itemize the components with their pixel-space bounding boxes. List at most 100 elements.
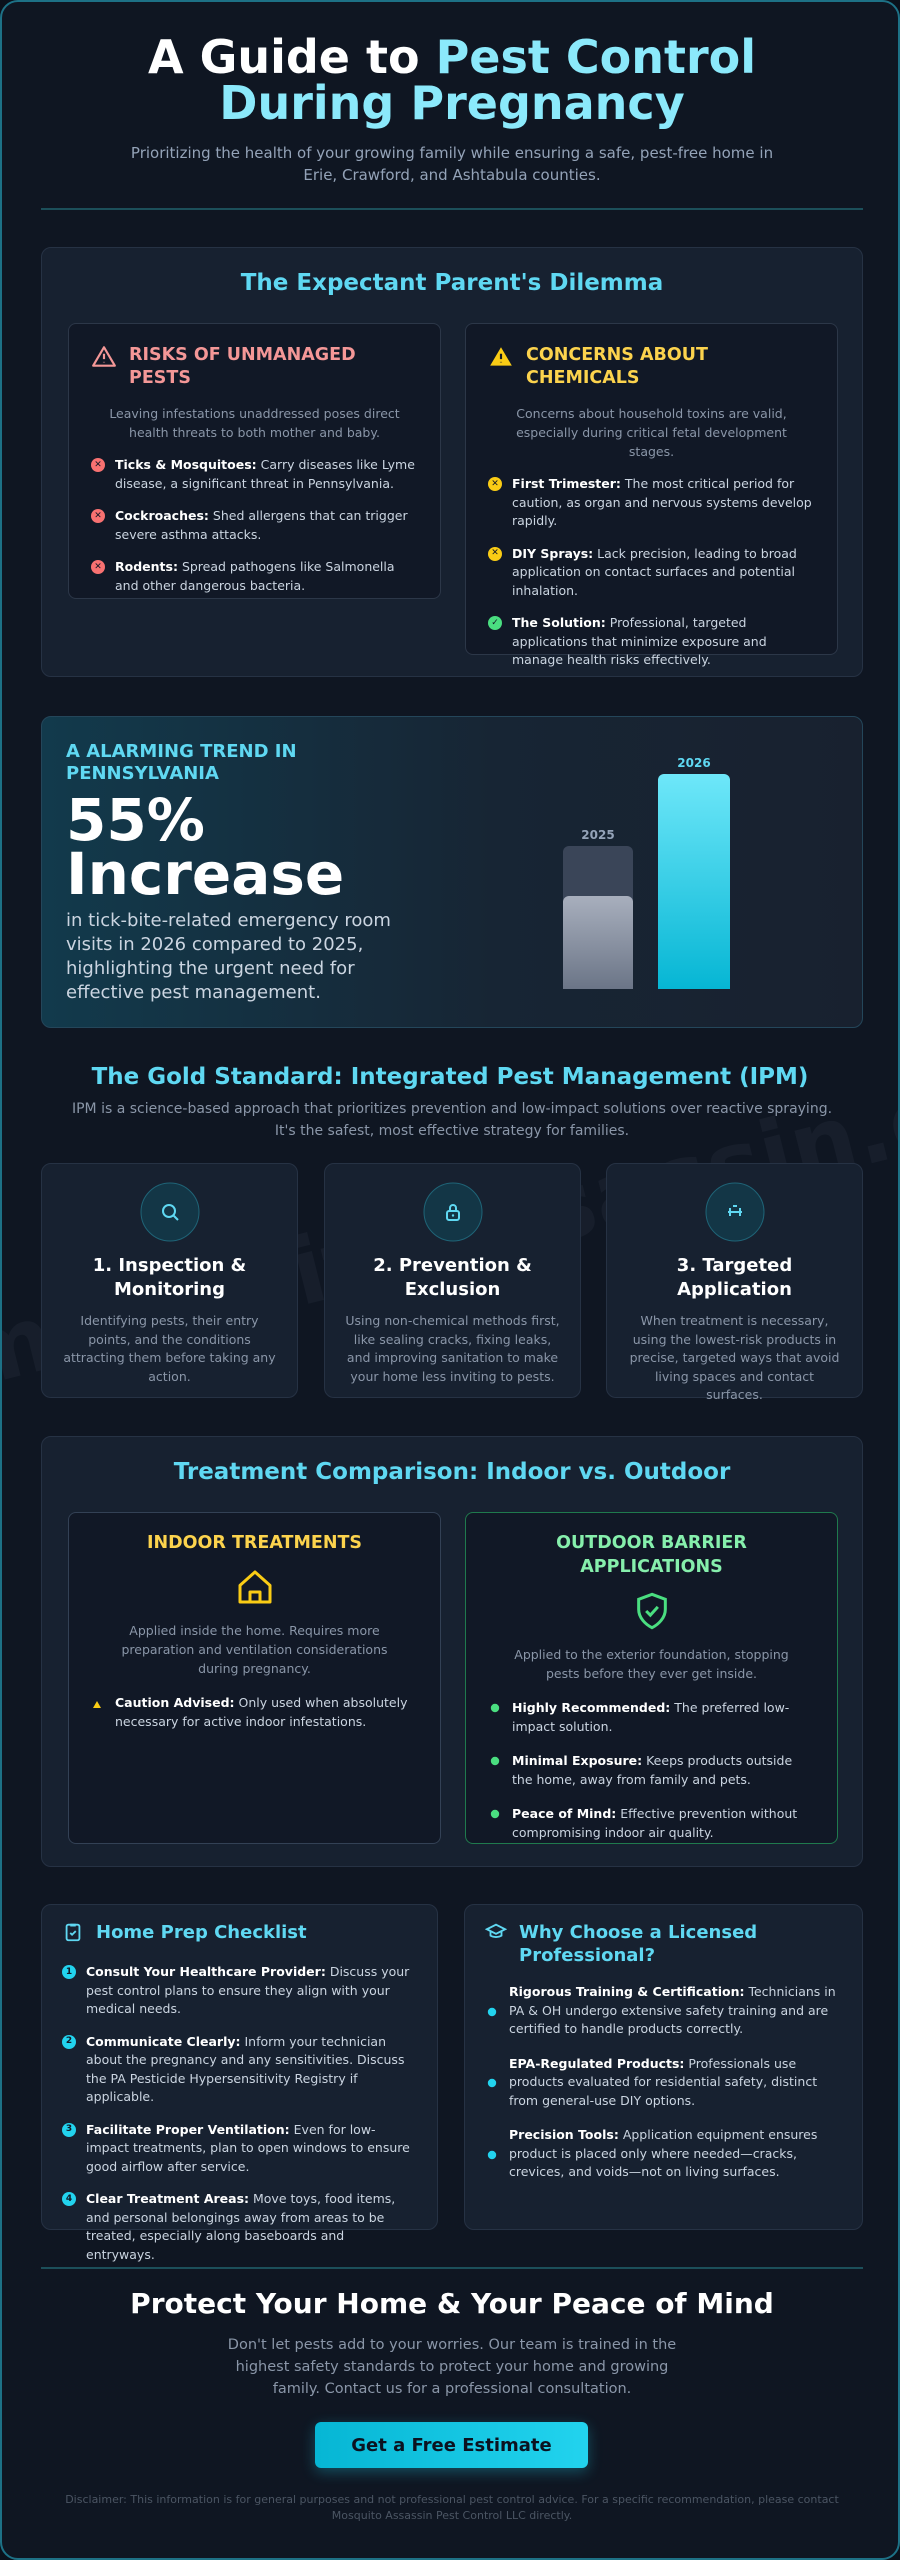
list-item: Caution Advised: Only used when absolute…: [91, 1694, 418, 1731]
card-heading: Why Choose a Licensed Professional?: [484, 1921, 842, 1967]
list-item: 4 Clear Treatment Areas: Move toys, food …: [62, 2190, 417, 2264]
card-heading: Home Prep Checklist: [62, 1921, 417, 1949]
icon-part: [727, 1205, 742, 1216]
item-body: Effective prevention without compromisin…: [512, 1806, 798, 1840]
item-label: DIY Sprays:: [512, 545, 594, 561]
item-text: Precision Tools: Application equipment e…: [509, 2126, 842, 2182]
item-text: DIY Sprays: Lack precision, leading to b…: [512, 545, 815, 601]
card-title: Home Prep Checklist: [96, 1922, 307, 1943]
card-intro: Leaving infestations unaddressed poses d…: [109, 406, 400, 440]
treatment-card: OUTDOOR BARRIER APPLICATIONS Applied to t…: [465, 1512, 838, 1844]
item-label: Highly Recommended:: [512, 1700, 671, 1715]
bar-fill: [563, 896, 633, 989]
item-body: Carry diseases like Lyme disease, a sign…: [115, 457, 415, 491]
bullet: ✕: [91, 509, 105, 523]
card-heading: RISKS OF UNMANAGED PESTS: [91, 344, 418, 390]
item-text: Minimal Exposure: Keeps products outside…: [512, 1752, 815, 1789]
step-icon: [62, 1182, 277, 1242]
list-item: ✕ Rodents: Spread pathogens like Salmonel…: [91, 558, 418, 595]
card-icon: [484, 1921, 508, 1949]
icon-part: [92, 346, 116, 367]
card-icon: [62, 1921, 84, 1949]
icon-part: [489, 1931, 503, 1938]
item-text: Ticks & Mosquitoes: Carry diseases like …: [115, 456, 418, 493]
ipm-card: 2. Prevention & Exclusion Using non-chemi…: [324, 1163, 581, 1398]
bullet: ✕: [91, 560, 105, 574]
icon-part: [65, 1923, 81, 1942]
cta-button[interactable]: Get a Free Estimate: [315, 2422, 588, 2468]
icon-part: [140, 1182, 199, 1242]
list-item: ✕ Ticks & Mosquitoes: Carry diseases like…: [91, 456, 418, 493]
card-icon: [488, 344, 514, 377]
icon-part: [93, 1701, 101, 1708]
icon-part: [238, 1570, 271, 1604]
step-title: 2. Prevention & Exclusion: [373, 1255, 532, 1300]
item-body: The preferred low-impact solution.: [512, 1700, 790, 1734]
card-intro: Applied inside the home. Requires more p…: [121, 1623, 388, 1676]
bar-label: 2025: [581, 828, 615, 842]
item-body: Technicians in PA & OH undergo extensive…: [509, 1984, 836, 2036]
section-title: Treatment Comparison: Indoor vs. Outdoor: [173, 1459, 731, 1485]
step-icon: [345, 1182, 560, 1242]
card-title: INDOOR TREATMENTS: [146, 1533, 363, 1553]
item-text: Caution Advised: Only used when absolute…: [115, 1694, 418, 1731]
icon-part: [484, 1923, 508, 1935]
step-text: When treatment is necessary, using the l…: [629, 1313, 840, 1402]
title-highlight: Pest Control During Pregnancy: [219, 30, 757, 130]
list-item: Minimal Exposure: Keeps products outside…: [488, 1752, 815, 1789]
section-intro: IPM is a science-based approach that pri…: [71, 1101, 833, 1139]
list-item: 2 Communicate Clearly: Inform your techni…: [62, 2033, 417, 2107]
item-text: Cockroaches: Shed allergens that can tri…: [115, 507, 418, 544]
list-item: ✕ First Trimester: The most critical peri…: [488, 475, 815, 531]
page-title: A Guide to Pest Control During Pregnancy: [2, 34, 898, 126]
bullet: 1: [62, 1965, 76, 1979]
icon-part: [445, 1204, 460, 1221]
bullet: 3: [62, 2122, 76, 2137]
bullet: [490, 1809, 500, 1819]
card-intro: Concerns about household toxins are vali…: [516, 406, 787, 459]
section-title: The Expectant Parent's Dilemma: [240, 270, 664, 296]
title-start: A Guide to: [147, 30, 420, 84]
icon-part: [445, 1210, 460, 1221]
disclaimer: Disclaimer: This information is for gene…: [65, 2493, 839, 2522]
bullet: [487, 2079, 497, 2088]
card-title: CONCERNS ABOUT CHEMICALS: [526, 345, 708, 388]
icon-part: [636, 1592, 667, 1630]
item-body: Inform your technician about the pregnan…: [86, 2033, 405, 2105]
item-label: EPA-Regulated Products:: [509, 2055, 685, 2071]
bullet: [490, 1703, 500, 1713]
item-label: Rodents:: [115, 559, 178, 574]
card-intro: Applied to the exterior foundation, stop…: [514, 1647, 789, 1681]
subtitle: Prioritizing the health of your growing …: [130, 144, 774, 184]
cta-text: Don't let pests add to your worries. Our…: [227, 2337, 677, 2397]
card-heading: CONCERNS ABOUT CHEMICALS: [488, 344, 815, 390]
cta-title: Protect Your Home & Your Peace of Mind: [130, 2287, 774, 2320]
item-text: EPA-Regulated Products: Professionals us…: [509, 2055, 842, 2111]
bullet: [91, 1697, 105, 1731]
item-label: Rigorous Training & Certification:: [509, 1984, 745, 1999]
step-title: 3. Targeted Application: [676, 1255, 793, 1300]
bullet: ✕: [91, 458, 105, 472]
item-body: Professionals use products evaluated for…: [509, 2055, 818, 2108]
item-body: Spread pathogens like Salmonella and oth…: [115, 559, 395, 593]
dilemma-card: CONCERNS ABOUT CHEMICALS Concerns about h…: [465, 323, 838, 667]
list-item: Peace of Mind: Effective prevention with…: [488, 1805, 815, 1842]
card-title: OUTDOOR BARRIER APPLICATIONS: [556, 1533, 747, 1577]
item-label: Peace of Mind:: [512, 1806, 617, 1821]
item-body: Keeps products outside the home, away fr…: [512, 1753, 793, 1787]
item-text: First Trimester: The most critical perio…: [512, 475, 815, 531]
item-label: First Trimester:: [512, 476, 621, 491]
list-item: Precision Tools: Application equipment e…: [485, 2126, 842, 2182]
item-body: The most critical period for caution, as…: [512, 476, 812, 528]
item-label: Caution Advised:: [115, 1695, 235, 1710]
item-text: Communicate Clearly: Inform your technic…: [86, 2033, 417, 2107]
card-icon: [488, 1591, 815, 1631]
item-label: Precision Tools:: [509, 2127, 619, 2142]
item-text: Peace of Mind: Effective prevention with…: [512, 1805, 815, 1842]
bar: [658, 774, 730, 989]
card-title: Why Choose a Licensed Professional?: [519, 1922, 758, 1966]
divider: [41, 208, 863, 210]
trend-headline: 55% Increase: [66, 786, 345, 908]
trend-eyebrow: A ALARMING TREND IN PENNSYLVANIA: [66, 741, 297, 784]
list-item: 1 Consult Your Healthcare Provider: Discu…: [62, 1963, 417, 2019]
